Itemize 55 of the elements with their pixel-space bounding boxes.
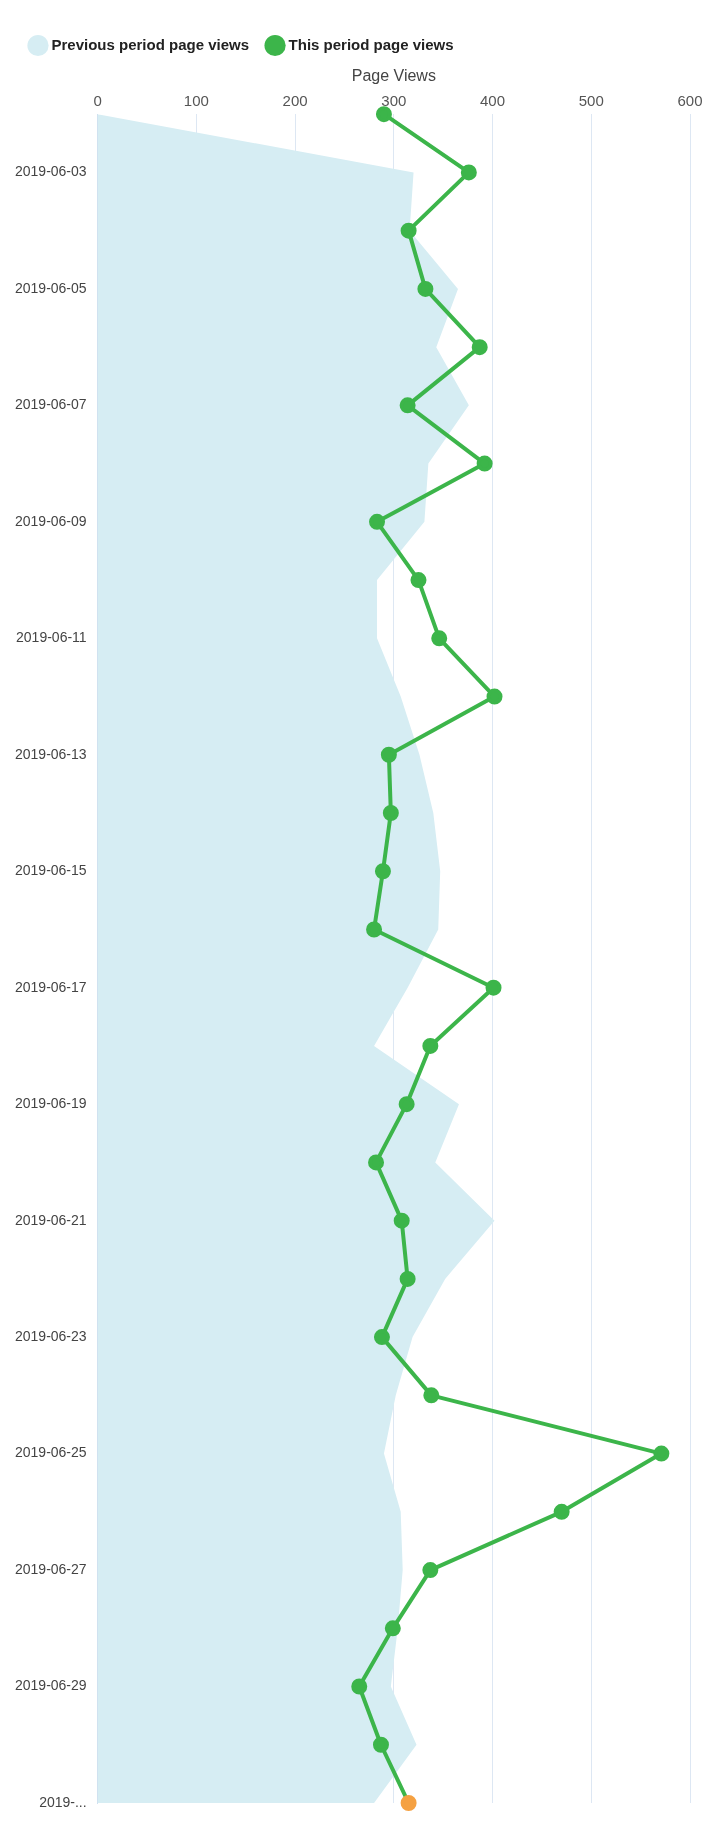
y-tick-label: 2019-06-23 (14, 1327, 87, 1344)
y-tick-label: 2019-06-25 (14, 1444, 87, 1461)
point (400, 1795, 417, 1811)
point (422, 1037, 439, 1054)
x-tick-label: 200 (282, 92, 308, 110)
legend-label: This period page views (288, 35, 454, 53)
point (382, 805, 399, 822)
point (399, 397, 416, 414)
y-tick-label: 2019-06-15 (14, 862, 87, 879)
point (398, 1096, 415, 1113)
point (653, 1445, 670, 1462)
x-tick-label: 300 (381, 92, 407, 110)
y-tick-label: 2019-06-17 (14, 978, 87, 995)
y-tick-label: 2019-... (39, 1793, 87, 1810)
point (374, 863, 391, 880)
point (384, 1620, 401, 1637)
point (399, 1270, 416, 1287)
y-tick-label: 2019-06-09 (14, 512, 87, 529)
x-tick-label: 400 (480, 92, 506, 110)
point (393, 1212, 410, 1229)
legend-label: Previous period page views (51, 35, 250, 53)
point (373, 1329, 390, 1346)
x-tick-label: 0 (93, 92, 102, 110)
point (400, 222, 417, 239)
y-tick-label: 2019-06-27 (14, 1560, 87, 1577)
point (422, 1562, 439, 1579)
point (372, 1736, 389, 1753)
point (423, 1387, 440, 1404)
point (471, 339, 488, 356)
y-tick-label: 2019-06-19 (14, 1095, 87, 1112)
point (431, 630, 448, 647)
point (460, 164, 477, 181)
y-tick-label: 2019-06-07 (14, 396, 87, 413)
x-axis-title: Page Views (351, 67, 436, 85)
point (485, 979, 502, 996)
point (380, 746, 397, 763)
x-tick-label: 600 (677, 92, 703, 110)
point (369, 513, 386, 530)
x-tick-label: 100 (183, 92, 209, 110)
y-tick-label: 2019-06-29 (14, 1677, 87, 1694)
y-tick-label: 2019-06-21 (14, 1211, 87, 1228)
y-tick-label: 2019-06-11 (16, 629, 87, 646)
point (368, 1154, 385, 1171)
y-tick-label: 2019-06-03 (14, 163, 87, 180)
point (417, 280, 434, 297)
point (553, 1503, 570, 1520)
y-tick-label: 2019-06-13 (14, 745, 87, 762)
point (410, 572, 427, 589)
point (486, 688, 503, 705)
point (375, 106, 392, 123)
point (476, 455, 493, 472)
y-tick-label: 2019-06-05 (14, 279, 87, 296)
point (351, 1678, 368, 1695)
point (366, 921, 383, 938)
x-tick-label: 500 (578, 92, 604, 110)
